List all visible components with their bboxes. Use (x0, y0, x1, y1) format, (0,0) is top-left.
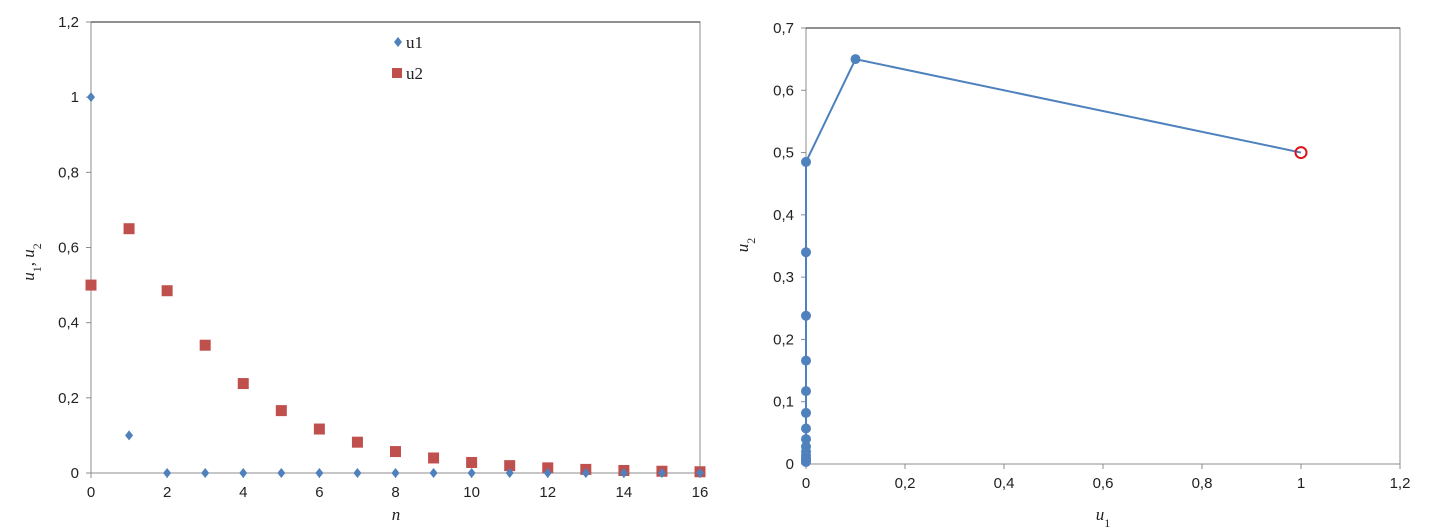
x-tick-label: 12 (539, 484, 556, 501)
x-axis-label-part: u (1096, 505, 1105, 524)
u2-point (428, 452, 440, 464)
x-tick-label: 1,2 (1390, 475, 1411, 492)
u1-point (163, 468, 172, 478)
x-axis-label-part: 1 (1104, 516, 1110, 530)
y-axis-label-part: 2 (30, 243, 44, 249)
right-chart: 0 0,2 0,4 0,6 0,8 1 1,2 0 0,1 0,2 0,3 0,4 0,5 0,6 0,7 u… (733, 20, 1410, 530)
u1-point (239, 468, 248, 478)
u2-point (199, 339, 211, 351)
u1-point (543, 468, 552, 478)
x-tick-label: 0,6 (1093, 475, 1114, 492)
legend-u1-marker (394, 37, 402, 47)
plot-area (805, 27, 1401, 465)
u1-point (315, 468, 324, 478)
trajectory-point (801, 247, 811, 258)
trajectory-point (801, 310, 811, 321)
u1-point (125, 430, 134, 441)
u2-point (504, 460, 516, 472)
x-tick-label: 16 (692, 484, 709, 501)
legend-u2-marker (392, 68, 402, 78)
x-tick-label: 8 (391, 484, 399, 501)
x-tick-label: 10 (463, 484, 480, 501)
y-axis-label-part: 1 (30, 266, 44, 272)
u2-point (123, 223, 135, 235)
x-tick-label: 4 (239, 484, 247, 501)
trajectory-point (801, 407, 811, 418)
x-axis-label: u1 (1096, 505, 1111, 530)
u1-point (353, 468, 362, 478)
trajectory-point (801, 423, 811, 434)
y-axis-label-part: u (19, 272, 38, 281)
y-tick-label: 0,6 (773, 82, 794, 99)
legend-u2-label: u2 (406, 64, 423, 83)
u1-point (581, 468, 590, 478)
u2-point (390, 446, 401, 458)
y-tick-label: 0,5 (773, 145, 794, 162)
x-axis-label: n (392, 505, 401, 524)
u2-point (351, 436, 363, 448)
trajectory-point (850, 54, 861, 65)
y-tick-label: 0,3 (773, 269, 794, 286)
y-tick-label: 0,4 (58, 315, 79, 332)
trajectory-point (801, 386, 811, 397)
u2-point (466, 456, 478, 468)
u1-point (429, 468, 438, 478)
y-tick-label: 0,1 (773, 394, 794, 411)
start-point (1294, 146, 1308, 160)
plot-area (90, 21, 701, 474)
y-axis-label: u1, u2 (19, 243, 44, 281)
x-tick-label: 0 (802, 475, 810, 492)
trajectory-line (805, 58, 1302, 462)
trajectory-point (801, 156, 811, 167)
trajectory-point (801, 434, 811, 445)
u2-point (237, 378, 249, 390)
y-tick-label: 0,6 (58, 240, 79, 257)
y-axis-label-part: , (19, 258, 38, 267)
y-tick-label: 0,2 (773, 331, 794, 348)
u1-point (657, 468, 666, 478)
u1-point (201, 468, 210, 478)
u2-point (275, 405, 287, 417)
u2-point (313, 423, 325, 435)
u2-point (542, 462, 554, 474)
y-tick-label: 0,2 (58, 390, 79, 407)
x-tick-label: 2 (163, 484, 171, 501)
x-tick-label: 14 (616, 484, 633, 501)
y-tick-label: 0,4 (773, 207, 794, 224)
x-tick-label: 0,4 (994, 475, 1015, 492)
u1-point (619, 468, 628, 478)
trajectory-point (801, 355, 811, 366)
x-tick-label: 0 (87, 484, 95, 501)
y-tick-label: 0 (786, 456, 794, 473)
x-tick-label: 1 (1297, 475, 1305, 492)
y-tick-label: 0 (71, 465, 79, 482)
y-axis-label: u2 (733, 238, 758, 253)
legend: u1 u2 (392, 33, 423, 83)
x-tick-label: 6 (315, 484, 323, 501)
u1-point (277, 468, 286, 478)
u1-point (87, 92, 95, 103)
y-tick-label: 0,7 (773, 20, 794, 37)
u2-point (85, 279, 97, 291)
y-axis-label-part: u (733, 244, 752, 253)
trajectory-point (801, 456, 811, 467)
y-tick-label: 1 (71, 89, 79, 106)
u1-point (505, 468, 514, 478)
y-axis-label-part: u (19, 249, 38, 258)
x-tick-label: 0,8 (1192, 475, 1213, 492)
u1-point (467, 468, 476, 478)
u2-point (161, 285, 173, 297)
legend-u1-label: u1 (406, 33, 423, 52)
x-tick-label: 0,2 (895, 475, 916, 492)
y-tick-label: 0,8 (58, 164, 79, 181)
u1-point (391, 468, 400, 478)
y-axis-label-part: 2 (744, 238, 758, 244)
y-tick-label: 1,2 (58, 14, 79, 31)
u1-point (696, 468, 704, 478)
